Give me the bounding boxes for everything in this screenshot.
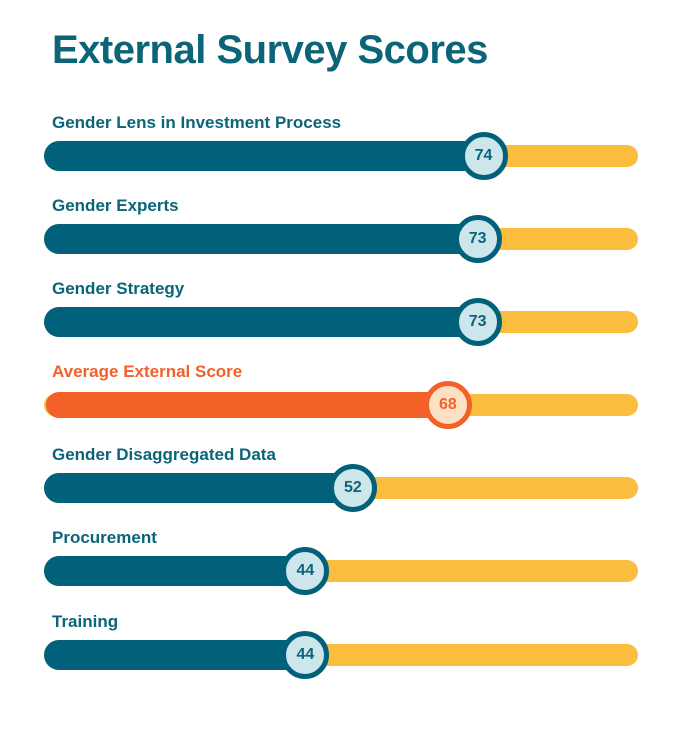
value-badge: 74 [459,132,508,180]
value-badge: 73 [453,298,502,346]
bar-fill [44,141,484,171]
bar-label: Gender Experts [52,196,179,215]
value-badge: 52 [328,464,377,512]
bar-row: Procurement 44 [0,528,700,598]
bar-row: Gender Lens in Investment Process 74 [0,113,700,183]
bar-label: Training [52,612,119,631]
bar-label: Gender Strategy [52,279,185,298]
bar-label: Procurement [52,528,157,547]
value-badge: 73 [453,215,502,263]
chart-title: External Survey Scores [52,28,488,72]
bar-fill [44,224,478,254]
bar-fill [46,392,450,418]
bar-fill [44,307,478,337]
bar-fill [44,473,353,503]
bar-row: Gender Strategy 73 [0,279,700,349]
bar-row: Training 44 [0,612,700,682]
bar-label: Gender Disaggregated Data [52,445,276,464]
bar-row-average: Average External Score 68 [0,362,700,432]
bar-fill [44,556,306,586]
bar-label: Average External Score [52,362,243,381]
value-badge: 68 [423,381,472,429]
value-badge: 44 [281,631,330,679]
bar-row: Gender Disaggregated Data 52 [0,445,700,515]
bar-label: Gender Lens in Investment Process [52,113,342,132]
value-badge: 44 [281,547,330,595]
bar-fill [44,640,306,670]
bar-row: Gender Experts 73 [0,196,700,266]
